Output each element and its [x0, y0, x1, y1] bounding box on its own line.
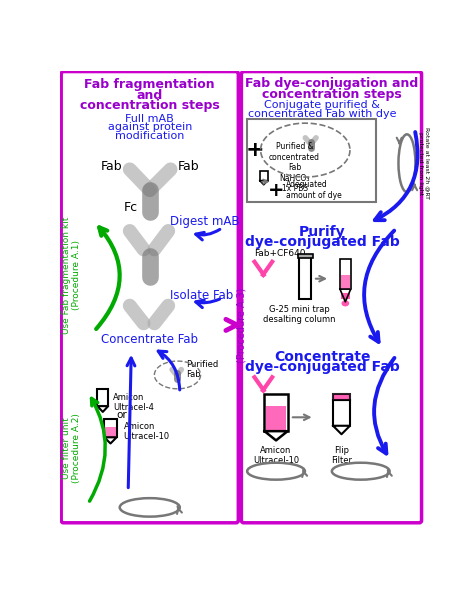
Ellipse shape	[120, 498, 180, 517]
Text: spin: spin	[264, 465, 288, 478]
Text: Concentrate Fab: Concentrate Fab	[101, 333, 198, 346]
FancyArrowPatch shape	[316, 276, 325, 281]
Text: Flip
Filter: Flip Filter	[331, 446, 352, 465]
Text: +: +	[268, 181, 284, 199]
Text: dye-conjugated Fab: dye-conjugated Fab	[245, 359, 400, 373]
Polygon shape	[340, 289, 351, 302]
FancyArrowPatch shape	[387, 470, 392, 477]
Text: Rotate at least 2h @RT
protected from light: Rotate at least 2h @RT protected from li…	[419, 127, 429, 199]
Text: Amicon
Ultracel-10: Amicon Ultracel-10	[253, 446, 299, 465]
Polygon shape	[264, 431, 288, 440]
Ellipse shape	[247, 463, 305, 480]
FancyArrowPatch shape	[262, 179, 267, 184]
Text: Purified
Fab: Purified Fab	[186, 360, 218, 379]
FancyBboxPatch shape	[241, 71, 421, 523]
Text: or: or	[117, 410, 128, 420]
Text: (Procedure A.3): (Procedure A.3)	[237, 287, 246, 363]
Text: Conjugate purified &: Conjugate purified &	[264, 100, 380, 110]
FancyArrowPatch shape	[302, 470, 307, 477]
Text: Fab fragmentation: Fab fragmentation	[84, 78, 215, 91]
Text: concentration steps: concentration steps	[80, 99, 219, 112]
Bar	[264, 394, 288, 431]
Bar	[333, 394, 350, 401]
Bar	[333, 401, 350, 426]
Text: Use filter unit
(Procedure A.2): Use filter unit (Procedure A.2)	[62, 413, 81, 483]
Text: spin: spin	[137, 501, 162, 514]
FancyArrowPatch shape	[177, 506, 182, 514]
FancyArrowPatch shape	[292, 415, 310, 420]
Ellipse shape	[341, 300, 349, 306]
Bar	[340, 260, 351, 289]
Ellipse shape	[332, 463, 390, 480]
Text: Isolate Fab: Isolate Fab	[170, 289, 233, 302]
Text: Adequated
amount of dye: Adequated amount of dye	[286, 181, 342, 200]
FancyArrowPatch shape	[226, 319, 239, 330]
Polygon shape	[333, 426, 350, 434]
FancyArrowPatch shape	[375, 132, 418, 220]
FancyArrowPatch shape	[127, 358, 135, 488]
Bar	[299, 257, 311, 300]
FancyBboxPatch shape	[61, 71, 238, 523]
Text: Amicon
Ultracel-10: Amicon Ultracel-10	[124, 422, 170, 441]
Text: concentration steps: concentration steps	[262, 88, 401, 101]
Text: dye-conjugated Fab: dye-conjugated Fab	[245, 235, 400, 249]
Ellipse shape	[399, 135, 415, 192]
FancyArrowPatch shape	[196, 299, 219, 307]
Text: Full mAB: Full mAB	[126, 114, 174, 124]
Text: Digest mAB: Digest mAB	[170, 215, 239, 228]
Bar	[298, 254, 313, 258]
Text: concentrated Fab with dye: concentrated Fab with dye	[248, 109, 396, 119]
Text: Fab dye-conjugation and: Fab dye-conjugation and	[245, 77, 418, 90]
Text: spin: spin	[348, 465, 373, 478]
FancyBboxPatch shape	[247, 119, 376, 202]
FancyArrowPatch shape	[96, 227, 120, 329]
Text: Fab: Fab	[177, 160, 199, 173]
Polygon shape	[260, 181, 267, 185]
FancyArrowPatch shape	[196, 230, 220, 240]
Text: Amicon
Ultracel-4: Amicon Ultracel-4	[113, 393, 154, 412]
FancyBboxPatch shape	[105, 427, 116, 437]
Text: Fab: Fab	[100, 160, 122, 173]
FancyArrowPatch shape	[364, 231, 394, 342]
Text: Fab+CF640: Fab+CF640	[255, 250, 306, 258]
Text: Use Fab fragmentation kit
(Procedure A.1): Use Fab fragmentation kit (Procedure A.1…	[62, 216, 81, 333]
FancyArrowPatch shape	[374, 358, 394, 454]
Text: and: and	[137, 89, 163, 102]
FancyBboxPatch shape	[97, 389, 108, 406]
Text: Purify: Purify	[299, 225, 346, 239]
Text: +: +	[245, 140, 264, 160]
FancyArrowPatch shape	[158, 351, 180, 390]
Text: against protein: against protein	[108, 122, 192, 132]
Polygon shape	[97, 406, 108, 412]
Text: modification: modification	[115, 131, 184, 141]
Text: G-25 mini trap
desalting column: G-25 mini trap desalting column	[263, 305, 336, 325]
Bar	[341, 275, 350, 289]
Text: Fc: Fc	[123, 201, 137, 214]
FancyArrowPatch shape	[412, 185, 417, 190]
FancyBboxPatch shape	[104, 419, 117, 437]
FancyArrowPatch shape	[397, 137, 402, 143]
FancyArrowPatch shape	[90, 398, 105, 501]
Text: Concentrate: Concentrate	[274, 349, 371, 363]
Polygon shape	[104, 437, 117, 444]
Bar	[341, 293, 350, 299]
Bar	[260, 171, 267, 181]
Bar	[265, 406, 286, 431]
Text: Purified &
concentrated
Fab
NaHCO₃
1x PBS: Purified & concentrated Fab NaHCO₃ 1x PB…	[269, 142, 320, 193]
